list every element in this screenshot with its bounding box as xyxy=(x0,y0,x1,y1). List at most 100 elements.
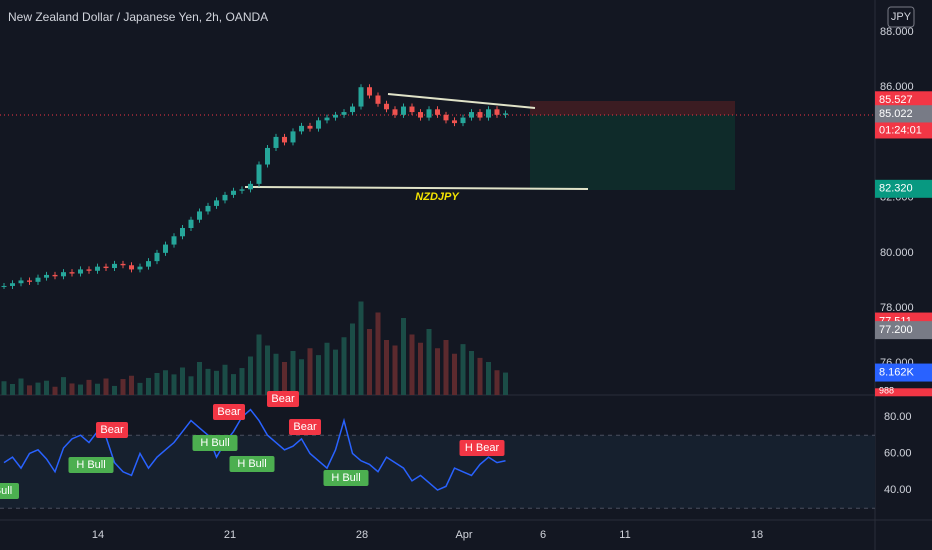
x-tick-label: 14 xyxy=(92,529,104,541)
candle xyxy=(171,236,177,245)
candle xyxy=(316,120,321,129)
volume-bar xyxy=(460,344,466,395)
candle xyxy=(367,87,372,96)
volume-bar xyxy=(137,382,143,395)
currency[interactable]: JPY xyxy=(891,11,912,23)
volume-bar xyxy=(180,367,185,395)
candle xyxy=(86,269,92,271)
candle xyxy=(52,274,58,277)
y-tick-label: 80.000 xyxy=(880,247,914,259)
currency-box[interactable] xyxy=(887,6,915,28)
candle xyxy=(214,200,219,206)
x-tick-label: 18 xyxy=(751,529,763,541)
volume-bar xyxy=(95,383,100,395)
price-tag-label: 85.022 xyxy=(879,108,913,120)
candle xyxy=(477,112,483,118)
volume-bar xyxy=(44,380,49,395)
candle xyxy=(248,183,253,190)
volume-bar xyxy=(341,337,347,395)
candle xyxy=(282,136,287,143)
timer: 01:24:01 xyxy=(879,124,922,136)
volume-bar xyxy=(35,382,41,395)
candle xyxy=(205,205,211,212)
candle xyxy=(333,114,338,118)
candle xyxy=(299,125,304,132)
volume-bar xyxy=(384,340,389,395)
volume-bar xyxy=(129,375,134,395)
candle xyxy=(180,228,185,237)
signal-box xyxy=(267,391,299,407)
volume-bar xyxy=(103,378,109,395)
volume-bar xyxy=(52,386,58,395)
price-tag-label: 82.320 xyxy=(879,183,913,195)
volume-bar xyxy=(401,318,406,395)
signal-label: H Bull xyxy=(237,458,266,470)
price-tag xyxy=(875,321,932,340)
candle xyxy=(460,117,466,124)
signal-label: H Bull xyxy=(76,459,105,471)
volume-bar xyxy=(112,385,117,395)
candle xyxy=(494,109,500,115)
volume-bar xyxy=(69,383,75,395)
candle xyxy=(256,164,262,184)
candle xyxy=(129,265,134,270)
target-zone xyxy=(530,115,735,190)
x-tick-label: 21 xyxy=(224,529,236,541)
candle xyxy=(103,266,109,269)
signal-box xyxy=(68,457,114,473)
price-tag xyxy=(875,388,932,397)
rsi-line xyxy=(3,408,506,491)
volume-bar xyxy=(188,376,194,395)
signal-label: Bull xyxy=(0,485,12,497)
volume-bar xyxy=(171,374,177,395)
candle xyxy=(78,269,83,274)
candle xyxy=(239,189,245,191)
candle xyxy=(418,112,423,118)
volume-bar xyxy=(10,384,15,395)
volume-bar xyxy=(350,323,355,395)
signal-box xyxy=(229,456,275,472)
volume-bar xyxy=(146,377,151,395)
candle xyxy=(137,266,143,270)
signal-label: H Bull xyxy=(200,437,229,449)
volume-bar xyxy=(61,377,66,395)
candle xyxy=(307,125,313,129)
candle xyxy=(44,274,49,278)
volume-bar xyxy=(239,368,245,395)
volume-bar xyxy=(375,312,381,395)
candle xyxy=(375,95,381,104)
signal-label: Bear xyxy=(293,421,317,433)
volume-bar xyxy=(205,368,211,395)
rsi-tick-label: 40.00 xyxy=(884,484,912,496)
signal-box xyxy=(213,404,245,420)
candle xyxy=(486,109,491,118)
price-tag xyxy=(875,105,932,124)
candle xyxy=(35,277,41,282)
signal-label: Bear xyxy=(100,424,124,436)
candle xyxy=(163,244,168,253)
volume-bar xyxy=(273,353,279,395)
volume-bar xyxy=(256,334,262,395)
volume-bar xyxy=(367,329,372,395)
volume-bar xyxy=(1,381,7,395)
candle xyxy=(10,283,15,286)
volume-bar xyxy=(469,351,474,395)
rsi-band xyxy=(0,435,875,509)
candle xyxy=(61,272,66,277)
candle xyxy=(18,280,24,284)
rsi-tick-label: 80.00 xyxy=(884,411,912,423)
candle xyxy=(409,106,415,113)
volume-bar xyxy=(418,342,423,395)
candle xyxy=(112,263,117,269)
signal-box xyxy=(289,419,321,435)
volume-bar xyxy=(78,384,83,395)
signal-box xyxy=(0,483,19,499)
x-tick-label: 28 xyxy=(356,529,368,541)
stop-zone xyxy=(530,101,735,115)
candle xyxy=(27,280,32,282)
y-tick-label: 88.000 xyxy=(880,26,914,38)
signal-box xyxy=(323,470,369,486)
candle xyxy=(146,261,151,267)
volume-bar xyxy=(18,378,24,395)
candle xyxy=(273,136,279,148)
